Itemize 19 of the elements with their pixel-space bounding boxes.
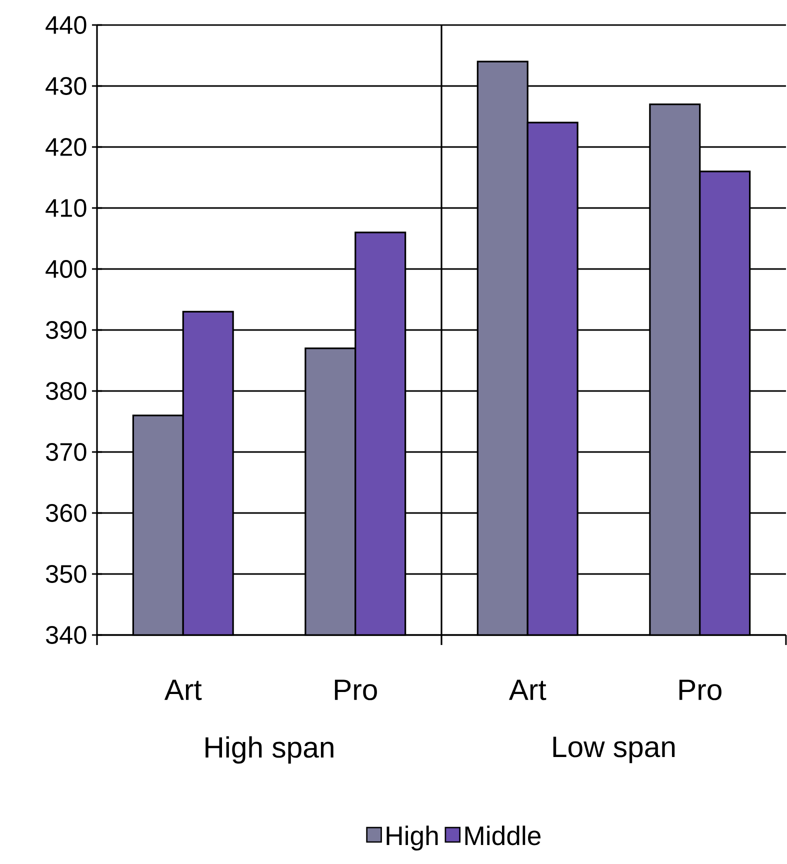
- text: High span: [206, 736, 334, 764]
- y-tick-label: 440: [46, 16, 86, 34]
- y-tick-label: 390: [46, 321, 86, 339]
- legend-label: High: [386, 826, 438, 850]
- x-tick-label: Art: [164, 680, 202, 700]
- text: Low span: [553, 736, 675, 764]
- y-tick-label: 400: [46, 260, 86, 278]
- x-tick-label: Pro: [680, 680, 722, 700]
- y-tick-label: 340: [46, 626, 86, 644]
- legend-label: Middle: [465, 826, 541, 846]
- x-tick-label: Art: [509, 680, 546, 700]
- y-tick-label: 350: [46, 565, 86, 583]
- y-tick-label: 370: [46, 443, 86, 461]
- y-tick-label: 430: [46, 77, 86, 95]
- y-tick-label: 360: [46, 504, 86, 522]
- y-tick-label: 420: [46, 138, 86, 156]
- y-tick-label: 380: [46, 382, 86, 400]
- x-tick-label: Pro: [335, 680, 378, 700]
- y-tick-label: 410: [46, 199, 86, 217]
